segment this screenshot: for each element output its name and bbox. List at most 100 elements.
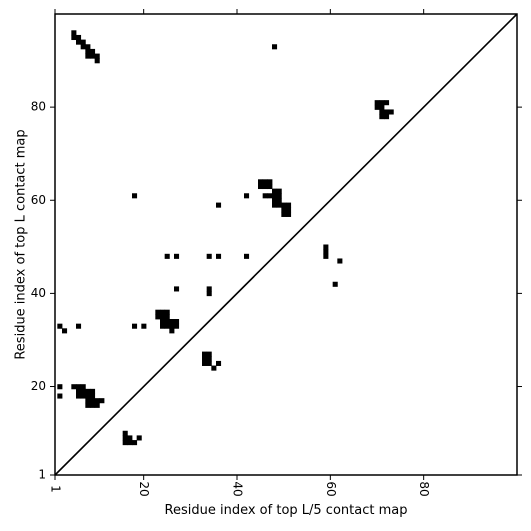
contact-point bbox=[276, 202, 282, 208]
contact-point bbox=[76, 388, 82, 394]
contact-point bbox=[206, 253, 212, 259]
x-tick-label: 80 bbox=[417, 481, 431, 496]
contact-point bbox=[90, 393, 96, 399]
contact-point bbox=[127, 435, 133, 441]
contact-point bbox=[71, 30, 77, 36]
contact-point bbox=[211, 365, 217, 371]
plot-frame bbox=[54, 13, 518, 476]
contact-point bbox=[122, 430, 128, 436]
contact-point bbox=[62, 328, 68, 334]
contact-point bbox=[216, 360, 222, 366]
contact-point bbox=[85, 48, 91, 54]
contact-point bbox=[169, 319, 175, 325]
contact-point bbox=[388, 109, 394, 115]
contact-point bbox=[94, 398, 100, 404]
contact-point bbox=[272, 188, 278, 194]
contact-point bbox=[94, 53, 100, 59]
contact-point bbox=[155, 309, 161, 315]
contact-point bbox=[164, 314, 170, 320]
contact-point bbox=[169, 323, 175, 329]
y-tick-label: 20 bbox=[31, 379, 46, 393]
contact-point bbox=[272, 44, 278, 50]
contact-point bbox=[286, 207, 292, 213]
contact-point bbox=[94, 402, 100, 408]
contact-point bbox=[323, 253, 329, 259]
contact-point bbox=[323, 244, 329, 250]
contact-point bbox=[99, 398, 105, 404]
contact-point bbox=[337, 258, 343, 264]
contact-point bbox=[76, 384, 82, 390]
contact-point bbox=[155, 314, 161, 320]
contact-point bbox=[202, 360, 208, 366]
contact-point bbox=[379, 114, 385, 120]
contact-point bbox=[90, 53, 96, 59]
contact-point bbox=[127, 440, 133, 446]
contact-point bbox=[206, 356, 212, 362]
contact-point bbox=[174, 319, 180, 325]
contact-point bbox=[374, 100, 380, 106]
contact-point bbox=[267, 179, 273, 185]
contact-point bbox=[379, 104, 385, 110]
contact-point bbox=[71, 34, 77, 41]
contact-point bbox=[276, 188, 282, 194]
contact-point bbox=[122, 440, 128, 446]
contact-point bbox=[57, 393, 63, 399]
contact-point bbox=[80, 39, 86, 45]
contact-point bbox=[80, 44, 86, 50]
contact-point bbox=[141, 323, 147, 329]
y-tick-label: 80 bbox=[31, 100, 46, 114]
contact-point bbox=[76, 393, 82, 399]
contact-point bbox=[272, 197, 278, 203]
contact-point bbox=[160, 323, 166, 329]
contact-point bbox=[206, 286, 212, 292]
contact-point bbox=[122, 435, 128, 441]
contact-point bbox=[267, 193, 273, 199]
contact-point bbox=[276, 197, 282, 203]
contact-point bbox=[379, 100, 385, 106]
contact-point bbox=[90, 402, 96, 408]
contact-point bbox=[206, 351, 212, 357]
y-tick-label: 1 bbox=[38, 468, 46, 482]
contact-point bbox=[174, 323, 180, 329]
contact-point bbox=[80, 384, 86, 390]
contact-point bbox=[132, 440, 138, 446]
contact-point bbox=[90, 48, 96, 54]
x-axis-label: Residue index of top L/5 contact map bbox=[165, 503, 408, 518]
contact-point bbox=[85, 53, 91, 59]
contact-point bbox=[164, 309, 170, 315]
contact-point bbox=[323, 249, 329, 255]
contact-point bbox=[164, 319, 170, 325]
contact-point bbox=[384, 100, 390, 106]
contact-point bbox=[136, 435, 142, 441]
contact-point bbox=[262, 183, 268, 190]
y-tick-label: 60 bbox=[31, 193, 46, 207]
contact-point bbox=[286, 202, 292, 208]
contact-point bbox=[85, 44, 91, 50]
x-tick-label: 1 bbox=[49, 485, 63, 493]
contact-point bbox=[286, 211, 292, 217]
contact-point bbox=[57, 323, 63, 329]
contact-point bbox=[384, 114, 390, 120]
contact-point bbox=[132, 323, 138, 329]
y-tick-label: 40 bbox=[31, 286, 46, 300]
contact-point bbox=[276, 193, 282, 199]
contact-point bbox=[85, 388, 91, 394]
y-axis-label: Residue index of top L contact map bbox=[14, 129, 29, 359]
contact-point bbox=[160, 309, 166, 315]
contact-point bbox=[174, 286, 180, 292]
contact-point bbox=[262, 179, 268, 185]
x-tick-label: 20 bbox=[137, 481, 151, 496]
contact-point bbox=[85, 398, 91, 404]
contact-point bbox=[374, 104, 380, 110]
x-tick-label: 60 bbox=[324, 481, 338, 496]
contact-point bbox=[379, 109, 385, 115]
contact-point bbox=[206, 291, 212, 297]
contact-point bbox=[90, 398, 96, 404]
contact-point bbox=[132, 193, 138, 199]
contact-point bbox=[206, 360, 212, 366]
x-tick-label: 40 bbox=[231, 481, 245, 496]
contact-point bbox=[57, 384, 63, 390]
contact-point bbox=[281, 207, 287, 213]
contact-point bbox=[384, 109, 390, 115]
contact-point bbox=[216, 253, 222, 259]
